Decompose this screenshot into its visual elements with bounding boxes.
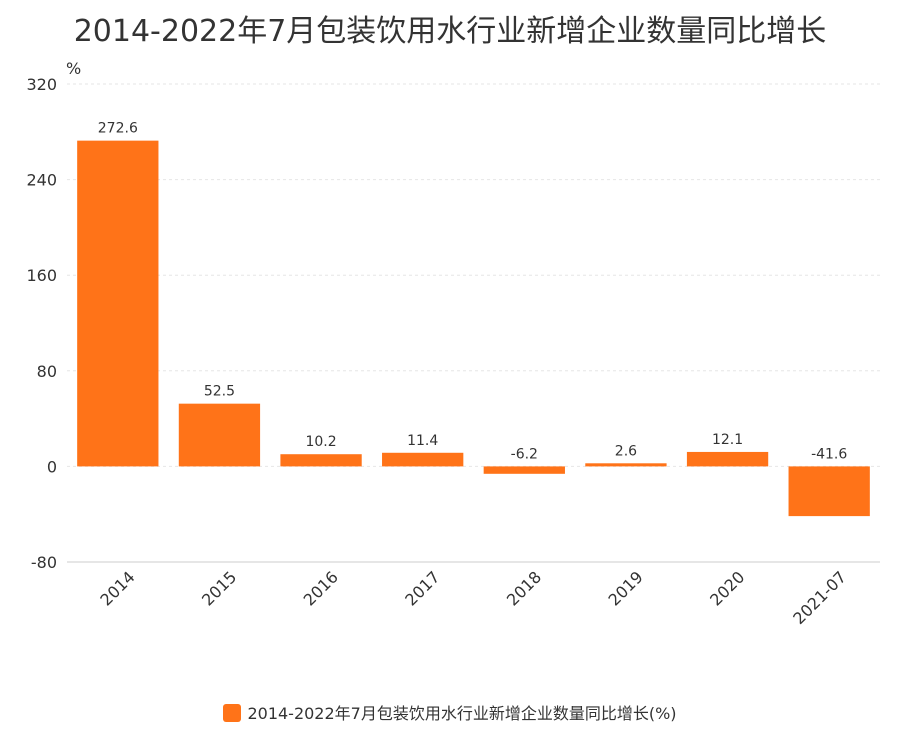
legend-swatch [223, 704, 242, 722]
y-axis-unit: % [66, 59, 81, 78]
bar[interactable] [483, 466, 565, 474]
data-label: 272.6 [98, 121, 138, 137]
bar[interactable] [788, 466, 870, 517]
x-tick-label: 2017 [401, 567, 443, 609]
bar[interactable] [585, 463, 667, 467]
data-labels: 272.6 52.5 10.2 11.4 -6.2 2.6 12.1 -41.6 [98, 121, 848, 463]
data-label: 12.1 [712, 432, 743, 448]
legend-label: 2014-2022年7月包装饮用水行业新增企业数量同比增长(%) [247, 704, 677, 723]
legend[interactable]: 2014-2022年7月包装饮用水行业新增企业数量同比增长(%) [0, 700, 900, 724]
bars [77, 140, 870, 517]
y-tick-label: 80 [37, 362, 57, 381]
data-label: -41.6 [811, 446, 847, 462]
x-tick-label: 2020 [706, 567, 748, 609]
data-label: 52.5 [204, 384, 235, 400]
x-axis-ticks: 2014 2015 2016 2017 2018 2019 2020 2021-07 [96, 567, 850, 628]
gridlines [67, 83, 880, 563]
x-tick-label: 2016 [300, 567, 342, 609]
y-axis-ticks: -80 0 80 160 240 320 [26, 75, 57, 572]
bar[interactable] [382, 452, 464, 467]
chart-title: 2014-2022年7月包装饮用水行业新增企业数量同比增长 [73, 14, 827, 49]
data-label: 2.6 [615, 443, 637, 459]
x-tick-label: 2015 [198, 567, 240, 609]
data-label: -6.2 [511, 446, 538, 462]
y-tick-label: 240 [26, 171, 57, 190]
y-tick-label: 320 [26, 75, 57, 94]
bar[interactable] [686, 451, 769, 467]
y-tick-label: 0 [47, 457, 57, 476]
x-tick-label: 2021-07 [789, 567, 850, 628]
y-tick-label: 160 [26, 266, 57, 285]
x-tick-label: 2019 [605, 567, 647, 609]
bar[interactable] [178, 403, 261, 467]
y-tick-label: -80 [31, 553, 57, 572]
x-tick-label: 2018 [503, 567, 545, 609]
data-label: 10.2 [305, 434, 336, 450]
bar[interactable] [280, 454, 362, 467]
data-label: 11.4 [407, 433, 438, 449]
x-tick-label: 2014 [96, 567, 138, 609]
bar[interactable] [77, 140, 159, 467]
